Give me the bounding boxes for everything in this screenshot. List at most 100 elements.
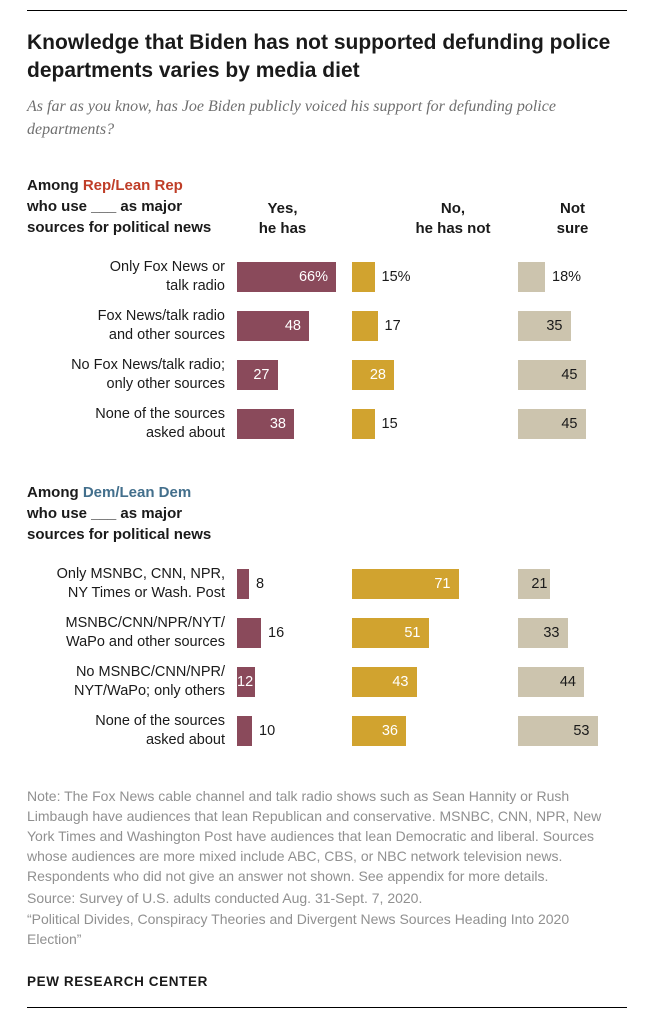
- bar-value: 17: [384, 317, 401, 334]
- chart-row: None of the sources asked about 10 36 53: [27, 706, 627, 755]
- chart-row: No Fox News/talk radio; only other sourc…: [27, 350, 627, 399]
- bar-cell-yes: 27: [237, 359, 352, 390]
- bar-cell-no: 71: [352, 568, 518, 599]
- bar-value: 28: [369, 366, 386, 383]
- bar-cell-no: 17: [352, 310, 518, 341]
- bar-value: 71: [434, 575, 451, 592]
- bar-value: 53: [573, 722, 590, 739]
- group-name: Rep/Lean Rep: [82, 177, 183, 195]
- not-sure-bar: [518, 408, 586, 439]
- column-header-yes: Yes, he has: [258, 200, 307, 237]
- page-title: Knowledge that Biden has not supported d…: [27, 31, 611, 82]
- no-bar: [352, 261, 375, 292]
- bar-cell-not-sure: 33: [518, 617, 627, 648]
- footnote: Note: The Fox News cable channel and tal…: [27, 788, 602, 884]
- bar-cell-yes: 66%: [237, 261, 352, 292]
- no-bar: [352, 359, 394, 390]
- no-bar: [352, 617, 429, 648]
- top-rule: [27, 10, 627, 11]
- bar-value: 8: [256, 575, 265, 592]
- bar-value: 27: [253, 366, 270, 383]
- column-header-not-sure: Not sure: [556, 200, 589, 237]
- yes-bar: [237, 408, 294, 439]
- chart-row: Only Fox News or talk radio 66% 15% 18%: [27, 252, 627, 301]
- bar-value: 15: [381, 415, 398, 432]
- yes-bar: [237, 261, 336, 292]
- row-label: MSNBC/CNN/NPR/NYT/ WaPo and other source…: [65, 615, 225, 650]
- bar-cell-not-sure: 45: [518, 408, 627, 439]
- bar-cell-no: 36: [352, 715, 518, 746]
- no-bar: [352, 666, 417, 697]
- chart-row: No MSNBC/CNN/NPR/ NYT/WaPo; only others 1…: [27, 657, 627, 706]
- source-line: Source: Survey of U.S. adults conducted …: [27, 889, 423, 906]
- bar-value: 12: [237, 673, 254, 690]
- bar-value: 43: [392, 673, 409, 690]
- yes-bar: [237, 568, 249, 599]
- bar-value: 51: [404, 624, 421, 641]
- chart-row: Fox News/talk radio and other sources 48 1…: [27, 301, 627, 350]
- not-sure-bar: [518, 261, 545, 292]
- bar-value: 48: [284, 317, 301, 334]
- bar-value: 66%: [298, 268, 328, 285]
- bar-value: 15%: [381, 268, 411, 285]
- row-label: None of the sources asked about: [95, 713, 225, 748]
- not-sure-bar: [518, 666, 584, 697]
- report-title: “Political Divides, Conspiracy Theories …: [27, 911, 570, 948]
- rep-header-band: Among Rep/Lean Rep who use ___ as major …: [27, 175, 627, 238]
- chart-subtitle: As far as you know, has Joe Biden public…: [27, 97, 556, 139]
- chart-row: None of the sources asked about 38 15 45: [27, 399, 627, 448]
- not-sure-bar: [518, 359, 586, 390]
- group-name: Dem/Lean Dem: [82, 484, 192, 502]
- no-bar: [352, 310, 378, 341]
- row-label: No Fox News/talk radio; only other sourc…: [71, 357, 225, 392]
- intro-rest: who use ___ as major sources for politic…: [27, 198, 212, 237]
- bar-cell-yes: 48: [237, 310, 352, 341]
- dem-section-intro: Among Dem/Lean Dem who use ___ as major …: [27, 482, 627, 545]
- bar-cell-no: 15%: [352, 261, 518, 292]
- no-bar: [352, 408, 375, 439]
- bar-rows: Only MSNBC, CNN, NPR, NY Times or Wash. …: [27, 559, 627, 755]
- column-header-no: No, he has not: [415, 200, 491, 237]
- bar-rows: Only Fox News or talk radio 66% 15% 18% Fox …: [27, 252, 627, 448]
- bar-value: 36: [381, 722, 398, 739]
- chart-row: MSNBC/CNN/NPR/NYT/ WaPo and other source…: [27, 608, 627, 657]
- yes-bar: [237, 715, 252, 746]
- bar-value: 45: [561, 366, 578, 383]
- bar-value: 21: [531, 575, 548, 592]
- row-label: None of the sources asked about: [95, 406, 225, 441]
- bar-cell-not-sure: 53: [518, 715, 627, 746]
- bar-value: 33: [543, 624, 560, 641]
- bar-value: 35: [546, 317, 563, 334]
- bar-cell-yes: 16: [237, 617, 352, 648]
- row-label: Only MSNBC, CNN, NPR, NY Times or Wash. …: [56, 566, 225, 601]
- bottom-rule: [27, 1007, 627, 1009]
- yes-bar: [237, 310, 309, 341]
- intro-prefix: Among: [27, 484, 83, 502]
- bar-value: 38: [269, 415, 286, 432]
- not-sure-bar: [518, 715, 598, 746]
- bar-cell-yes: 10: [237, 715, 352, 746]
- bar-cell-yes: 38: [237, 408, 352, 439]
- section-rep: Among Rep/Lean Rep who use ___ as major …: [27, 175, 627, 448]
- bar-cell-no: 28: [352, 359, 518, 390]
- not-sure-bar: [518, 310, 571, 341]
- bar-cell-not-sure: 44: [518, 666, 627, 697]
- bar-cell-yes: 12: [237, 666, 352, 697]
- bar-cell-not-sure: 18%: [518, 261, 627, 292]
- rep-section-intro: Among Rep/Lean Rep who use ___ as major …: [27, 175, 237, 238]
- chart-row: Only MSNBC, CNN, NPR, NY Times or Wash. …: [27, 559, 627, 608]
- yes-bar: [237, 666, 255, 697]
- pew-research-center-logo: PEW RESEARCH CENTER: [27, 974, 208, 990]
- bar-value: 10: [259, 722, 276, 739]
- no-bar: [352, 715, 406, 746]
- bar-value: 44: [559, 673, 576, 690]
- yes-bar: [237, 359, 278, 390]
- bar-value: 45: [561, 415, 578, 432]
- not-sure-bar: [518, 617, 568, 648]
- bar-cell-yes: 8: [237, 568, 352, 599]
- row-label: No MSNBC/CNN/NPR/ NYT/WaPo; only others: [74, 664, 225, 699]
- bar-cell-no: 51: [352, 617, 518, 648]
- section-dem: Among Dem/Lean Dem who use ___ as major …: [27, 482, 627, 755]
- yes-bar: [237, 617, 261, 648]
